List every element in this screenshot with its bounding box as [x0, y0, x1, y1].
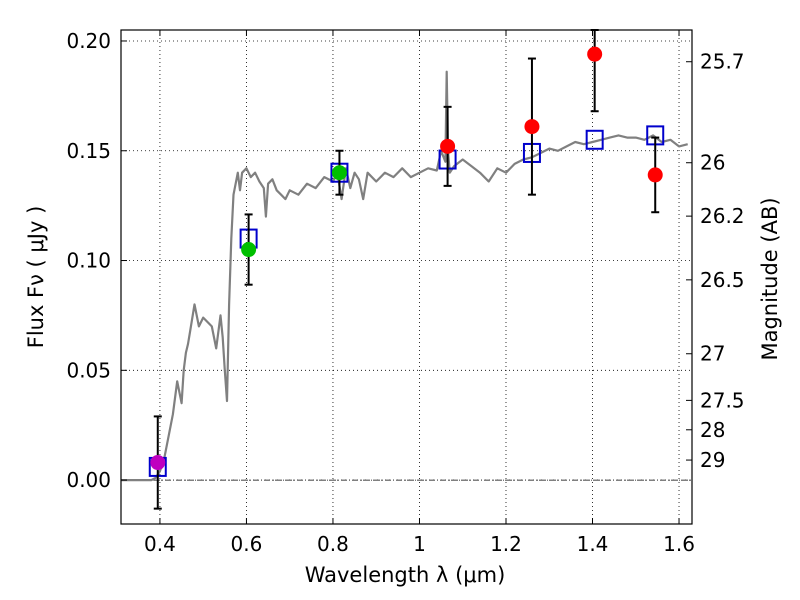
data-point-2-0	[150, 455, 166, 471]
x-tick-label-3: 1	[413, 532, 426, 556]
mag-tick-label-6: 28	[700, 418, 725, 442]
axis-ticks: 0.4 0.6 0.8 1 1.2 1.4 1.6 0.00 0.05 0.10 0.15 0.20 2…	[66, 29, 744, 556]
data-point-4-1	[524, 119, 540, 135]
data-point-4-2	[587, 46, 603, 62]
y-axis-label: Flux Fν ( μJy )	[24, 206, 48, 349]
y-tick-label-2: 0.10	[66, 249, 111, 273]
gridlines	[121, 30, 692, 524]
mag-tick-label-7: 29	[700, 448, 725, 472]
x-tick-label-2: 0.8	[317, 532, 349, 556]
x-tick-label-0: 0.4	[144, 532, 176, 556]
mag-tick-label-4: 27	[700, 342, 725, 366]
y-tick-label-4: 0.20	[66, 29, 111, 53]
x-axis-label: Wavelength λ (μm)	[305, 563, 506, 587]
x-tick-label-4: 1.2	[490, 532, 522, 556]
mag-tick-label-1: 26	[700, 151, 725, 175]
data-point-3-1	[331, 165, 347, 181]
x-tick-label-6: 1.6	[663, 532, 695, 556]
data-point-4-3	[647, 167, 663, 183]
y-tick-label-1: 0.05	[66, 358, 111, 382]
axes-frame	[120, 29, 693, 525]
x-tick-label-1: 0.6	[231, 532, 263, 556]
mag-tick-label-0: 25.7	[700, 50, 745, 74]
model-square-5	[585, 129, 604, 150]
data-point-3-0	[241, 242, 257, 258]
data-point-4-0	[440, 138, 456, 154]
mag-tick-label-3: 26.5	[700, 268, 745, 292]
y-tick-label-0: 0.00	[66, 468, 111, 492]
plot-series	[121, 29, 688, 510]
mag-tick-label-5: 27.5	[700, 388, 745, 412]
mag-tick-label-2: 26.2	[700, 204, 745, 228]
y-tick-label-3: 0.15	[66, 139, 111, 163]
right-axis-label: Magnitude (AB)	[758, 197, 782, 360]
x-tick-label-5: 1.4	[577, 532, 609, 556]
plot-frame	[120, 29, 693, 525]
